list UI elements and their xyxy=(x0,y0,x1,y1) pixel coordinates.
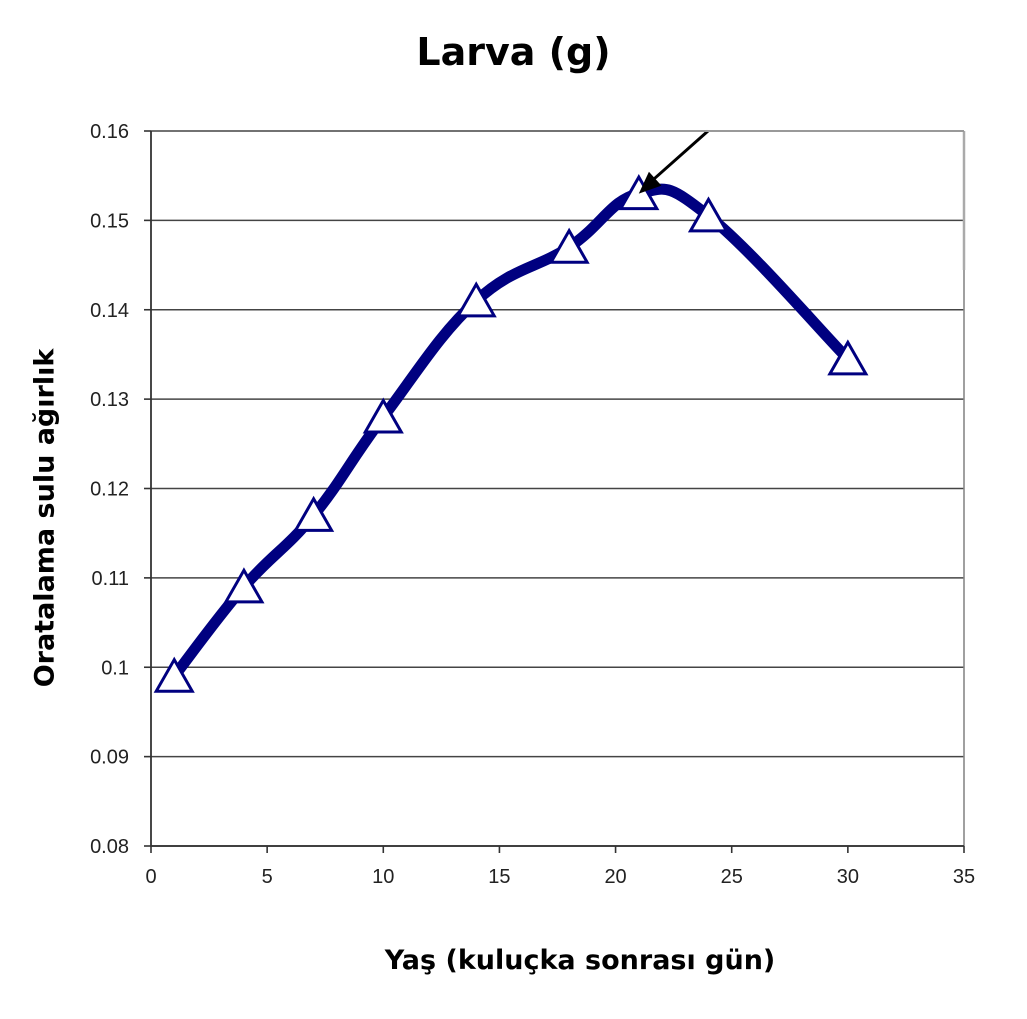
data-point-marker xyxy=(293,495,335,532)
annotation-arrow-head xyxy=(638,171,662,194)
y-axis-label: Oratalama sulu ağırlık xyxy=(29,348,61,688)
x-tick-label: 35 xyxy=(953,866,975,888)
x-tick-label: 0 xyxy=(145,866,156,888)
y-tick-label: 0.15 xyxy=(90,210,129,232)
x-tick-label: 10 xyxy=(372,866,394,888)
x-tick-label: 30 xyxy=(837,866,859,888)
data-point-marker xyxy=(362,397,404,434)
data-point-marker xyxy=(827,339,869,376)
y-tick-label: 0.14 xyxy=(90,300,129,322)
x-tick-label: 25 xyxy=(721,866,743,888)
data-point-marker xyxy=(153,656,195,693)
series-line xyxy=(168,183,854,682)
x-tick-label: 15 xyxy=(488,866,510,888)
y-tick-label: 0.08 xyxy=(90,836,129,858)
y-tick-label: 0.16 xyxy=(90,121,129,143)
y-tick-label: 0.09 xyxy=(90,747,129,769)
data-point-marker xyxy=(618,174,660,211)
y-tick-label: 0.11 xyxy=(92,568,129,590)
y-tick-label: 0.13 xyxy=(90,389,129,411)
annotation-arrow-line xyxy=(647,129,709,185)
y-tick-label: 0.12 xyxy=(90,479,129,501)
x-tick-label: 20 xyxy=(604,866,626,888)
data-point-marker xyxy=(548,227,590,264)
y-tick-label: 0.1 xyxy=(101,657,129,679)
data-point-marker xyxy=(455,281,497,318)
x-tick-label: 5 xyxy=(262,866,273,888)
data-point-marker xyxy=(223,567,265,604)
chart-title: Larva (g) xyxy=(416,30,611,74)
data-point-marker xyxy=(687,196,730,233)
x-axis-label: Yaş (kuluçka sonrası gün) xyxy=(384,945,776,976)
